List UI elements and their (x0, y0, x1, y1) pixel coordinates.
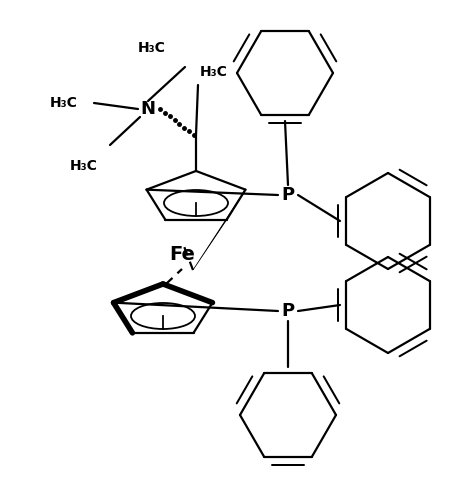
Text: P: P (281, 186, 295, 204)
Text: H₃C: H₃C (50, 96, 78, 110)
Text: N: N (141, 100, 156, 118)
Text: H₃C: H₃C (200, 65, 228, 79)
Text: H₃C: H₃C (138, 41, 166, 55)
Text: P: P (281, 302, 295, 320)
Text: H₃C: H₃C (70, 159, 98, 173)
Text: Fe: Fe (169, 245, 195, 265)
Polygon shape (193, 190, 245, 270)
